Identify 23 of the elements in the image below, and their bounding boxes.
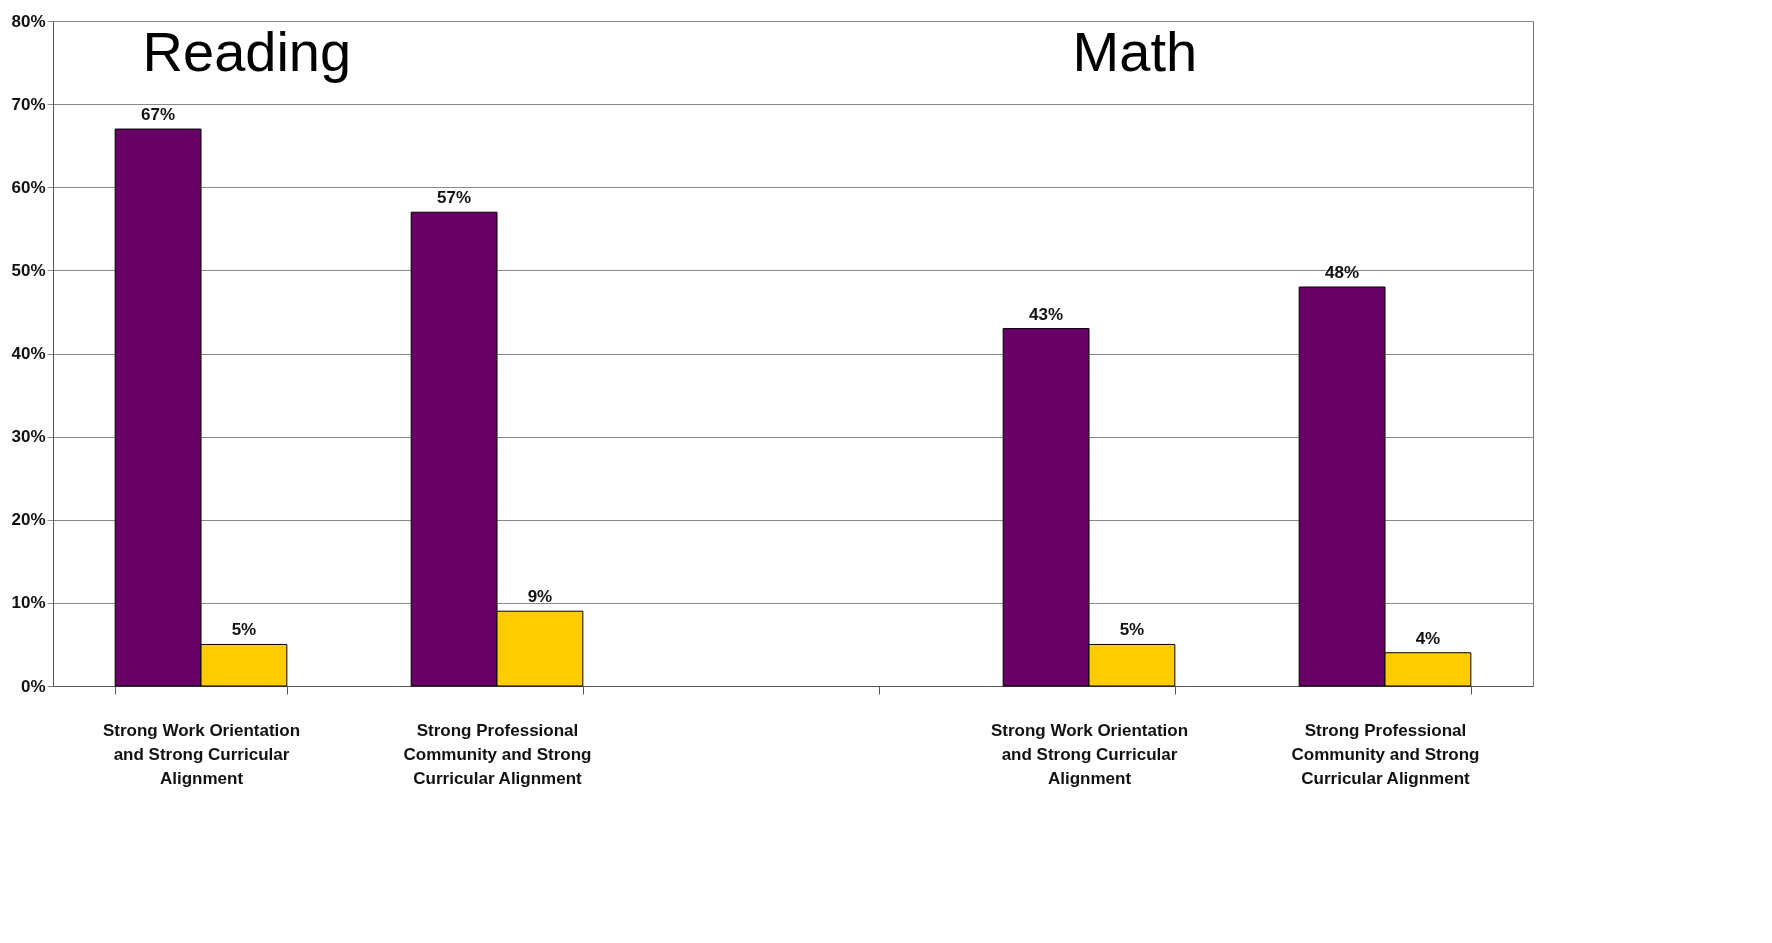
annotation: Math	[1072, 20, 1198, 84]
y-tick-label: 70%	[11, 94, 46, 114]
y-tick-label: 80%	[11, 11, 46, 31]
data-label: 9%	[527, 587, 553, 607]
x-tick-label: Strong Work Orientation and Strong Curricular Alignment	[102, 720, 301, 788]
y-tick-label: 60%	[11, 177, 46, 197]
y-tick-label: 0%	[20, 676, 46, 696]
data-label: 48%	[1325, 263, 1360, 282]
data-label: 5%	[1119, 620, 1145, 640]
data-label: 5%	[231, 620, 257, 640]
y-tick-label: 20%	[11, 510, 46, 530]
x-tick-label: Strong Professional Community and Strong Curricular Alignment	[403, 720, 592, 788]
data-label: 67%	[141, 105, 176, 125]
y-tick-label: 50%	[11, 260, 46, 280]
data-label: 57%	[437, 188, 472, 208]
x-tick-label: Strong Professional Community and Strong Curricular Alignment	[1291, 720, 1480, 788]
data-label: 4%	[1415, 628, 1441, 648]
y-tick-label: 40%	[11, 344, 46, 363]
x-tick-label: Strong Work Orientation and Strong Curricular Alignment	[990, 720, 1189, 788]
annotation: Reading	[142, 20, 352, 84]
y-tick-label: 30%	[11, 427, 46, 447]
data-label: 43%	[1029, 304, 1064, 324]
y-tick-label: 10%	[11, 593, 46, 613]
